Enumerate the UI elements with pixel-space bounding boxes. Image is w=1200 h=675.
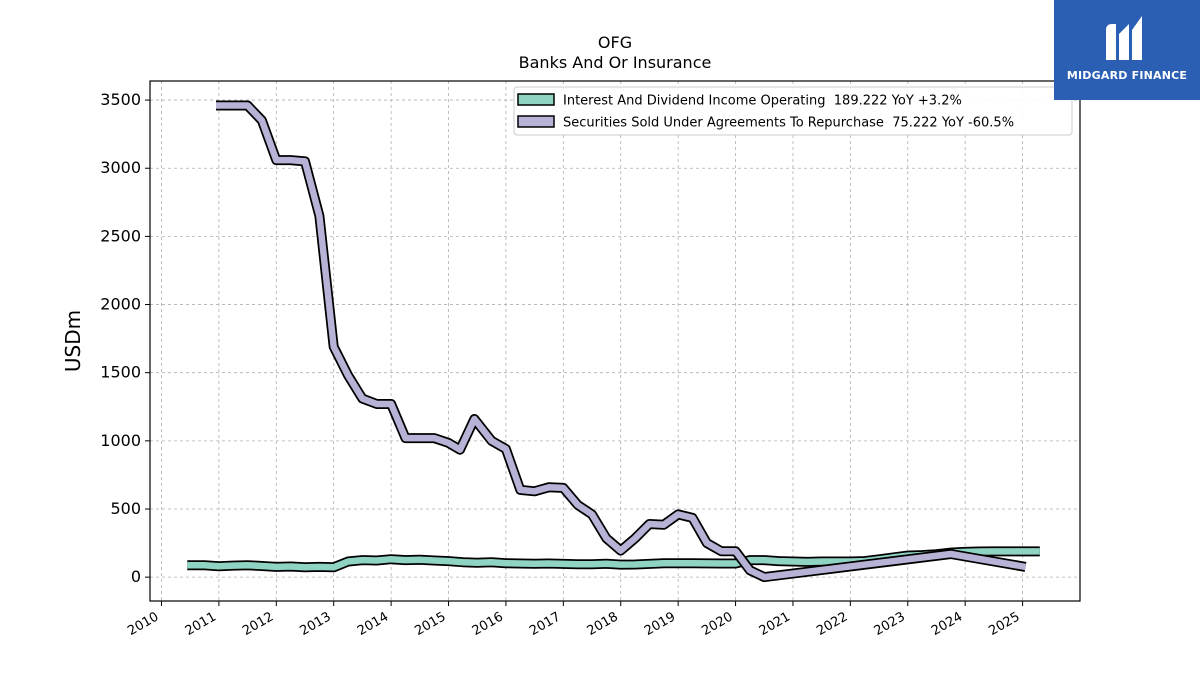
x-tick-label: 2019 (642, 609, 678, 639)
chart-grid (150, 81, 1080, 601)
chart-lines (187, 100, 1040, 583)
chart-title: OFG (598, 33, 632, 52)
legend-label-securities-repurchase: Securities Sold Under Agreements To Repu… (563, 116, 1014, 131)
y-tick-label: 2500 (100, 226, 141, 245)
y-tick-label: 0 (131, 567, 141, 586)
x-tick-label: 2022 (814, 609, 850, 639)
y-tick-label: 3500 (100, 90, 141, 109)
x-tick-label: 2021 (757, 609, 793, 639)
y-tick-label: 2000 (100, 295, 141, 314)
x-tick-label: 2024 (929, 609, 965, 639)
x-tick-label: 2010 (125, 609, 161, 639)
brand-logo: MIDGARD FINANCE (1054, 0, 1200, 100)
x-tick-label: 2011 (183, 609, 219, 639)
y-tick-label: 1500 (100, 363, 141, 382)
midgard-logo-icon (1106, 16, 1142, 60)
y-tick-label: 1000 (100, 431, 141, 450)
legend-label-interest-income: Interest And Dividend Income Operating 1… (563, 94, 962, 109)
x-tick-label: 2014 (355, 609, 391, 639)
x-tick-label: 2013 (298, 609, 334, 639)
x-tick-label: 2012 (240, 609, 276, 639)
x-tick-label: 2025 (986, 609, 1022, 639)
legend-box (513, 86, 1073, 136)
series-line-1 (216, 102, 1027, 581)
x-tick-label: 2016 (470, 609, 506, 639)
x-tick-label: 2015 (412, 609, 448, 639)
chart-legend: Interest And Dividend Income Operating 1… (513, 86, 1073, 136)
x-tick-label: 2023 (872, 609, 908, 639)
legend-swatch-interest-income (517, 93, 555, 106)
legend-swatch-securities-repurchase (517, 115, 555, 128)
chart-subtitle: Banks And Or Insurance (519, 53, 712, 72)
x-tick-label: 2020 (699, 609, 735, 639)
brand-name: MIDGARD FINANCE (1066, 69, 1188, 82)
y-tick-label: 500 (110, 499, 141, 518)
plot-frame (149, 80, 1081, 602)
x-tick-label: 2018 (585, 609, 621, 639)
y-axis: 0 500 1000 1500 2000 2500 3000 3500 (100, 90, 150, 586)
x-tick-label: 2017 (527, 609, 563, 639)
y-axis-label: USDm (61, 310, 85, 372)
x-axis: 2010 2011 2012 2013 2014 2015 2016 2017 2018 2019… (125, 601, 1024, 639)
y-tick-label: 3000 (100, 158, 141, 177)
